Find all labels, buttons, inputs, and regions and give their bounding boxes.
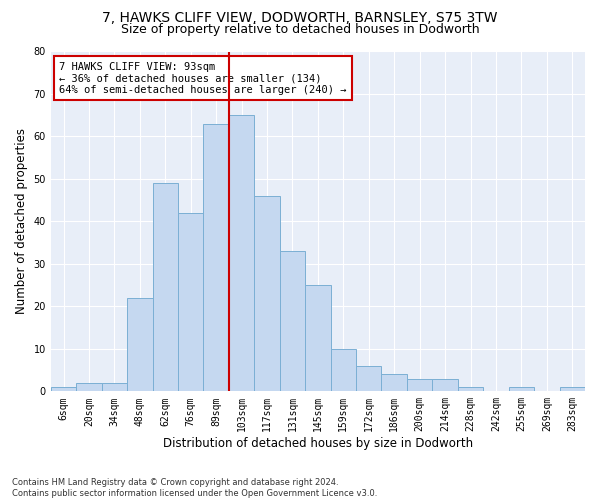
Y-axis label: Number of detached properties: Number of detached properties [15,128,28,314]
Bar [458,387,483,392]
X-axis label: Distribution of detached houses by size in Dodworth: Distribution of detached houses by size … [163,437,473,450]
Bar [382,374,407,392]
Bar [254,196,280,392]
Bar [178,213,203,392]
Bar [203,124,229,392]
Bar [356,366,382,392]
Bar [280,251,305,392]
Bar [331,349,356,392]
Bar [305,285,331,392]
Bar [76,383,101,392]
Bar [407,378,433,392]
Bar [127,298,152,392]
Text: 7 HAWKS CLIFF VIEW: 93sqm
← 36% of detached houses are smaller (134)
64% of semi: 7 HAWKS CLIFF VIEW: 93sqm ← 36% of detac… [59,62,346,95]
Text: Size of property relative to detached houses in Dodworth: Size of property relative to detached ho… [121,22,479,36]
Bar [51,387,76,392]
Text: Contains HM Land Registry data © Crown copyright and database right 2024.
Contai: Contains HM Land Registry data © Crown c… [12,478,377,498]
Bar [560,387,585,392]
Bar [509,387,534,392]
Bar [433,378,458,392]
Bar [101,383,127,392]
Bar [229,115,254,392]
Bar [152,183,178,392]
Text: 7, HAWKS CLIFF VIEW, DODWORTH, BARNSLEY, S75 3TW: 7, HAWKS CLIFF VIEW, DODWORTH, BARNSLEY,… [102,12,498,26]
